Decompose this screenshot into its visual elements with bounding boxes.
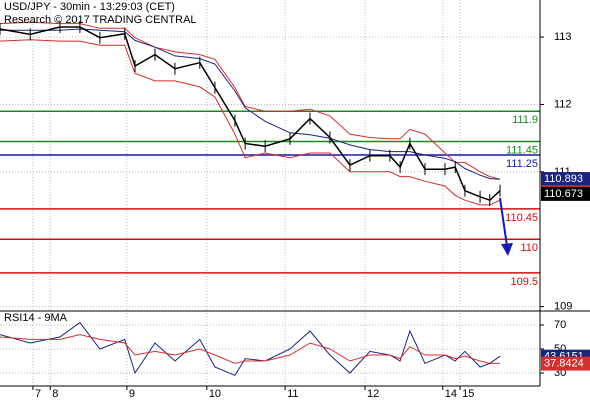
series-line xyxy=(0,21,501,180)
x-tick-label: 14 xyxy=(445,388,457,400)
y-tick-label: 113 xyxy=(554,31,572,43)
last-value-label: 37.8424 xyxy=(544,357,584,369)
level-label: 111.25 xyxy=(506,158,538,170)
x-tick-label: 11 xyxy=(287,388,298,400)
series-line xyxy=(0,334,500,364)
last-value-box xyxy=(541,172,590,187)
level-label: 110.45 xyxy=(505,212,538,224)
level-label: 110 xyxy=(520,242,538,254)
last-value-label: 110.673 xyxy=(544,188,583,200)
level-label: 109.5 xyxy=(510,276,538,288)
x-tick-label: 12 xyxy=(367,388,379,400)
series-line xyxy=(0,28,501,180)
x-tick-label: 9 xyxy=(129,388,135,400)
chart-title: USD/JPY - 30min - 13:29:03 (CET) xyxy=(4,1,175,13)
series-line xyxy=(0,321,501,377)
x-tick-label: 7 xyxy=(35,388,41,400)
rsi-title: RSI14 - 9MA xyxy=(4,312,68,324)
series-line xyxy=(0,39,501,206)
y-tick-label: 109 xyxy=(554,301,572,313)
level-label: 111.9 xyxy=(512,114,538,126)
last-value-label: 110.893 xyxy=(544,173,583,185)
chart-subtitle: Research © 2017 TRADING CENTRAL xyxy=(4,14,197,26)
level-label: 111.45 xyxy=(506,144,538,156)
y-tick-label: 112 xyxy=(554,98,572,110)
x-tick-label: 10 xyxy=(209,388,221,400)
forecast-arrow xyxy=(499,197,508,247)
last-value-box xyxy=(541,186,590,201)
last-value-box xyxy=(541,356,590,371)
x-tick-label: 8 xyxy=(52,388,58,400)
y-tick-label: 70 xyxy=(554,319,566,331)
forecast-arrowhead xyxy=(501,243,513,256)
x-tick-label: 15 xyxy=(462,388,474,400)
